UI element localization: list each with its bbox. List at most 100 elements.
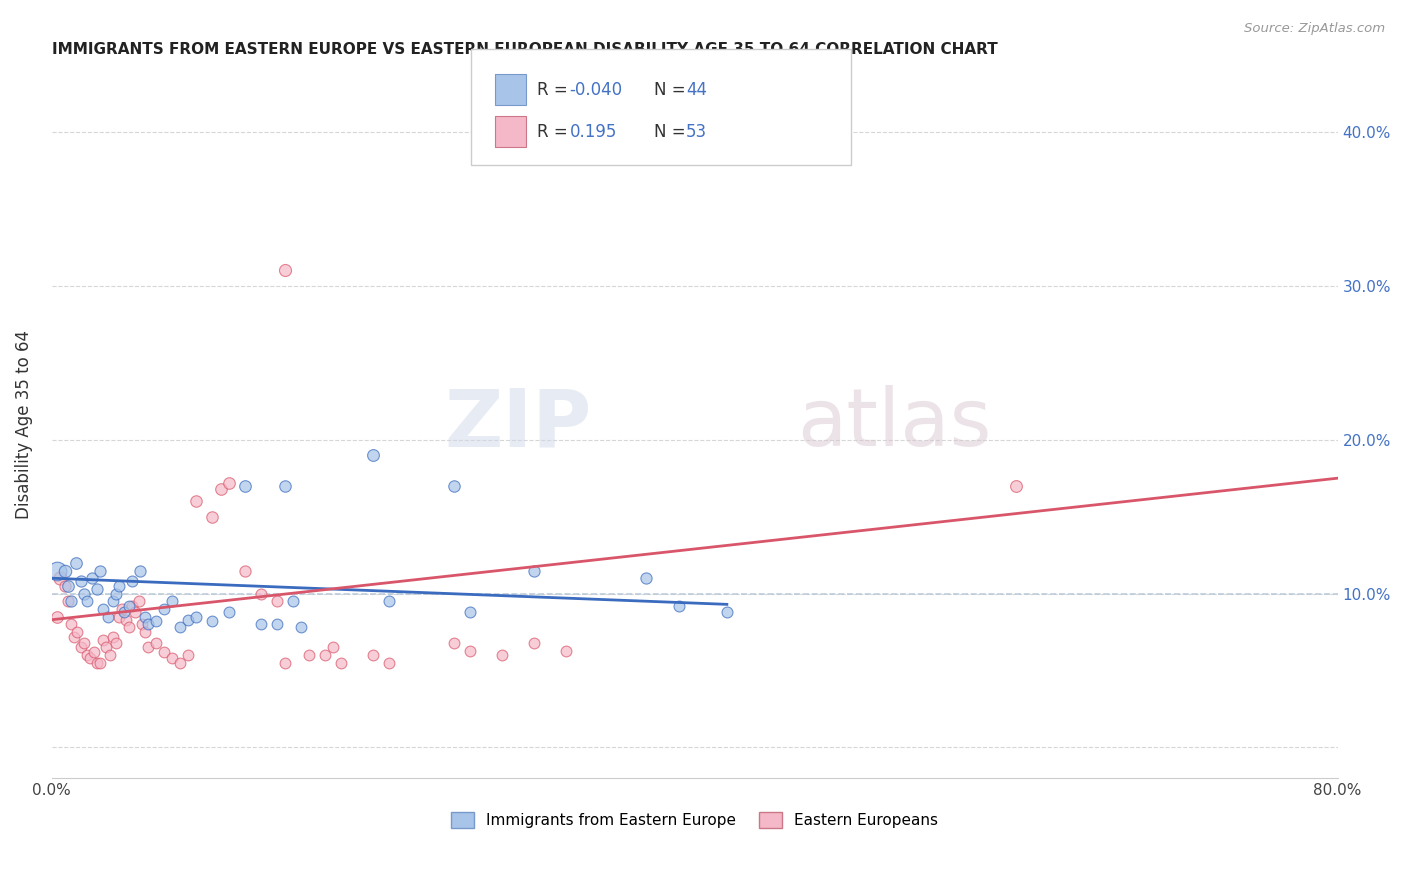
Point: [298, 648, 321, 662]
Point: [218, 475, 240, 490]
Point: [145, 614, 167, 628]
Text: N =: N =: [654, 81, 690, 99]
Point: [249, 617, 271, 632]
Point: [86, 656, 108, 670]
Point: [314, 648, 336, 662]
Point: [249, 586, 271, 600]
Point: [523, 564, 546, 578]
Point: [53, 579, 76, 593]
Point: [330, 656, 353, 670]
Point: [443, 479, 465, 493]
Point: [118, 620, 141, 634]
Point: [101, 594, 124, 608]
Point: [112, 605, 135, 619]
Text: Source: ZipAtlas.com: Source: ZipAtlas.com: [1244, 22, 1385, 36]
Point: [108, 579, 131, 593]
Point: [91, 602, 114, 616]
Point: [60, 617, 83, 632]
Point: [378, 594, 401, 608]
Point: [186, 494, 208, 508]
Point: [555, 643, 578, 657]
Point: [668, 599, 690, 613]
Y-axis label: Disability Age 35 to 64: Disability Age 35 to 64: [15, 330, 32, 519]
Point: [266, 617, 288, 632]
Point: [73, 636, 96, 650]
Point: [281, 594, 304, 608]
Point: [69, 574, 91, 589]
Point: [66, 625, 89, 640]
Point: [523, 636, 546, 650]
Point: [121, 574, 143, 589]
Legend: Immigrants from Eastern Europe, Eastern Europeans: Immigrants from Eastern Europe, Eastern …: [444, 806, 945, 834]
Point: [145, 636, 167, 650]
Point: [73, 586, 96, 600]
Point: [56, 594, 79, 608]
Text: ZIP: ZIP: [444, 385, 592, 463]
Text: R =: R =: [537, 123, 574, 141]
Point: [458, 643, 481, 657]
Point: [97, 609, 120, 624]
Point: [136, 640, 159, 655]
Point: [86, 582, 108, 596]
Point: [716, 605, 738, 619]
Point: [290, 620, 312, 634]
Point: [1005, 479, 1028, 493]
Point: [114, 613, 136, 627]
Point: [458, 605, 481, 619]
Point: [53, 564, 76, 578]
Point: [124, 605, 146, 619]
Point: [111, 602, 134, 616]
Point: [266, 594, 288, 608]
Point: [153, 602, 176, 616]
Point: [274, 479, 297, 493]
Point: [49, 571, 72, 585]
Point: [134, 625, 156, 640]
Point: [60, 594, 83, 608]
Point: [177, 613, 200, 627]
Text: atlas: atlas: [797, 385, 993, 463]
Point: [45, 609, 67, 624]
Point: [98, 648, 121, 662]
Point: [162, 651, 184, 665]
Point: [105, 636, 128, 650]
Point: [129, 564, 152, 578]
Point: [56, 579, 79, 593]
Text: R =: R =: [537, 81, 574, 99]
Point: [101, 630, 124, 644]
Point: [69, 640, 91, 655]
Point: [76, 648, 98, 662]
Point: [218, 605, 240, 619]
Point: [201, 614, 224, 628]
Point: [162, 594, 184, 608]
Point: [128, 594, 150, 608]
Point: [83, 645, 105, 659]
Point: [378, 656, 401, 670]
Point: [361, 648, 384, 662]
Point: [96, 640, 118, 655]
Point: [169, 620, 191, 634]
Point: [118, 599, 141, 613]
Point: [274, 263, 297, 277]
Text: 0.195: 0.195: [569, 123, 617, 141]
Point: [79, 651, 101, 665]
Point: [91, 632, 114, 647]
Point: [491, 648, 513, 662]
Point: [177, 648, 200, 662]
Point: [63, 630, 86, 644]
Point: [89, 564, 111, 578]
Point: [121, 599, 143, 613]
Point: [274, 656, 297, 670]
Point: [136, 617, 159, 632]
Point: [636, 571, 658, 585]
Point: [233, 479, 256, 493]
Point: [201, 509, 224, 524]
Point: [105, 586, 128, 600]
Text: 44: 44: [686, 81, 707, 99]
Point: [322, 640, 344, 655]
Text: N =: N =: [654, 123, 690, 141]
Point: [361, 448, 384, 462]
Point: [186, 609, 208, 624]
Text: 53: 53: [686, 123, 707, 141]
Point: [233, 564, 256, 578]
Point: [89, 656, 111, 670]
